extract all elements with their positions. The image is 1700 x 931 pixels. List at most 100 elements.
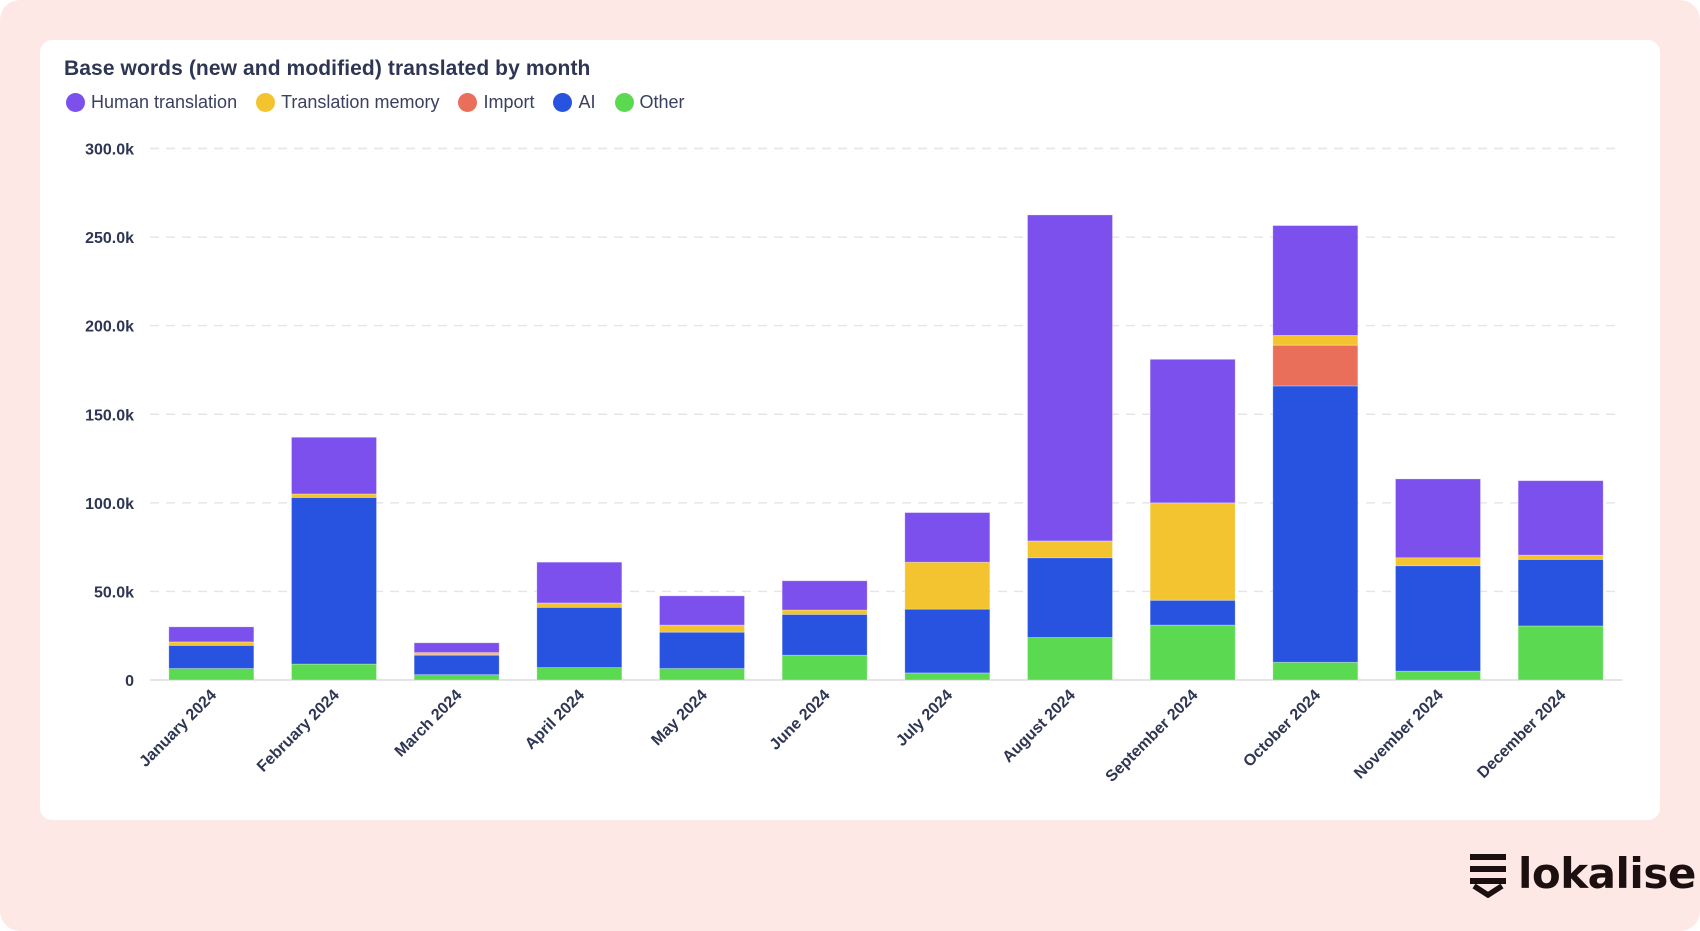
bar-segment-other[interactable] xyxy=(536,667,623,681)
bar-stack[interactable] xyxy=(536,561,623,681)
bar-segment-translation-memory[interactable] xyxy=(1149,502,1236,601)
bar-segment-human-translation[interactable] xyxy=(291,436,377,495)
y-axis-ticks: 0 50.0k 100.0k 150.0k 200.0k 250.0k 300.0k xyxy=(85,142,134,691)
bar-stack[interactable] xyxy=(904,512,991,681)
bar-segment-human-translation[interactable] xyxy=(536,561,623,604)
bar-segment-translation-memory[interactable] xyxy=(1517,554,1604,560)
bar-segment-ai[interactable] xyxy=(904,608,991,674)
x-tick-label: September 2024 xyxy=(1103,687,1202,786)
x-tick-label: November 2024 xyxy=(1351,687,1447,783)
bar-stack[interactable] xyxy=(1272,225,1359,681)
legend-dot-icon xyxy=(553,93,573,112)
legend-label: AI xyxy=(578,92,596,112)
bar-stack[interactable] xyxy=(413,642,500,681)
x-axis-ticks: January 2024 February 2024 March 2024 April… xyxy=(136,687,1569,786)
y-tick-label: 50.0k xyxy=(94,584,134,601)
bar-segment-ai[interactable] xyxy=(1149,599,1236,626)
y-tick-label: 300.0k xyxy=(85,142,134,159)
x-tick-label: July 2024 xyxy=(893,687,956,750)
bar-stack[interactable] xyxy=(781,580,868,681)
bar-stack[interactable] xyxy=(1027,214,1113,681)
y-tick-label: 250.0k xyxy=(85,230,134,247)
bar-segment-other[interactable] xyxy=(291,663,377,681)
y-tick-label: 0 xyxy=(125,673,134,690)
bar-segment-human-translation[interactable] xyxy=(659,595,745,626)
legend-item-ai[interactable]: AI xyxy=(553,92,596,113)
bar-segment-other[interactable] xyxy=(1149,624,1236,681)
bar-segment-human-translation[interactable] xyxy=(168,626,255,643)
bar-segment-translation-memory[interactable] xyxy=(1027,540,1113,559)
x-tick-label: October 2024 xyxy=(1240,687,1324,771)
bars xyxy=(168,214,1604,681)
bar-segment-human-translation[interactable] xyxy=(904,512,991,563)
bar-segment-other[interactable] xyxy=(168,668,255,681)
x-tick-label: August 2024 xyxy=(1000,687,1079,766)
bar-stack[interactable] xyxy=(168,626,255,681)
bar-segment-translation-memory[interactable] xyxy=(1395,557,1481,567)
chart-title: Base words (new and modified) translated… xyxy=(64,57,591,80)
bar-segment-translation-memory[interactable] xyxy=(291,493,377,498)
chart-card: Base words (new and modified) translated… xyxy=(40,40,1660,820)
bar-segment-other[interactable] xyxy=(1395,670,1481,681)
x-tick-label: December 2024 xyxy=(1474,687,1569,782)
bar-segment-human-translation[interactable] xyxy=(1027,214,1113,542)
legend-item-translation-memory[interactable]: Translation memory xyxy=(256,92,439,113)
x-tick-label: May 2024 xyxy=(648,687,710,749)
y-tick-label: 100.0k xyxy=(85,496,134,513)
bar-segment-other[interactable] xyxy=(413,674,500,681)
legend-dot-icon xyxy=(66,93,85,112)
bar-segment-ai[interactable] xyxy=(781,614,868,656)
bar-stack[interactable] xyxy=(1517,480,1604,681)
x-tick-label: June 2024 xyxy=(767,687,834,754)
legend-item-import[interactable]: Import xyxy=(458,92,534,113)
bar-segment-ai[interactable] xyxy=(1517,559,1604,627)
legend-label: Other xyxy=(639,92,685,112)
bar-stack[interactable] xyxy=(659,595,745,681)
bar-stack[interactable] xyxy=(291,436,377,681)
bar-segment-human-translation[interactable] xyxy=(1272,225,1359,336)
legend-item-human-translation[interactable]: Human translation xyxy=(66,92,237,113)
x-tick-label: March 2024 xyxy=(392,687,466,761)
bar-stack[interactable] xyxy=(1149,358,1236,681)
bar-segment-import[interactable] xyxy=(1272,344,1359,387)
bar-segment-translation-memory[interactable] xyxy=(659,624,745,633)
bar-segment-translation-memory[interactable] xyxy=(413,652,500,655)
bar-segment-other[interactable] xyxy=(904,672,991,681)
bar-segment-ai[interactable] xyxy=(1027,557,1113,638)
bar-segment-other[interactable] xyxy=(1027,637,1113,681)
bar-segment-human-translation[interactable] xyxy=(781,580,868,611)
grid-lines xyxy=(150,147,1622,681)
lokalise-logo: lokalise xyxy=(1470,850,1696,898)
bar-segment-translation-memory[interactable] xyxy=(781,609,868,615)
bar-segment-other[interactable] xyxy=(1272,661,1359,681)
bar-segment-human-translation[interactable] xyxy=(1395,478,1481,559)
bar-segment-ai[interactable] xyxy=(168,645,255,669)
bar-segment-ai[interactable] xyxy=(659,631,745,669)
bar-segment-other[interactable] xyxy=(1517,625,1604,681)
bar-segment-human-translation[interactable] xyxy=(1149,358,1236,504)
legend-label: Human translation xyxy=(91,92,238,112)
bar-segment-ai[interactable] xyxy=(291,497,377,665)
bar-segment-translation-memory[interactable] xyxy=(1272,335,1359,346)
y-tick-label: 200.0k xyxy=(85,319,134,336)
bar-segment-translation-memory[interactable] xyxy=(536,602,623,608)
bar-segment-human-translation[interactable] xyxy=(1517,480,1604,556)
bar-segment-other[interactable] xyxy=(781,654,868,681)
bar-segment-other[interactable] xyxy=(659,668,745,681)
bar-segment-ai[interactable] xyxy=(1272,385,1359,663)
chart-legend: Human translation Translation memory Imp… xyxy=(66,92,704,113)
bar-segment-translation-memory[interactable] xyxy=(904,561,991,610)
bar-segment-ai[interactable] xyxy=(413,654,500,676)
x-tick-label: January 2024 xyxy=(136,687,220,771)
y-tick-label: 150.0k xyxy=(85,407,134,424)
bar-segment-translation-memory[interactable] xyxy=(168,641,255,646)
legend-item-other[interactable]: Other xyxy=(614,92,685,113)
legend-label: Translation memory xyxy=(281,92,440,112)
bar-segment-human-translation[interactable] xyxy=(413,642,500,653)
bar-segment-ai[interactable] xyxy=(1395,565,1481,672)
legend-label: Import xyxy=(483,92,535,112)
bar-segment-ai[interactable] xyxy=(536,606,623,668)
bar-stack[interactable] xyxy=(1395,478,1481,681)
